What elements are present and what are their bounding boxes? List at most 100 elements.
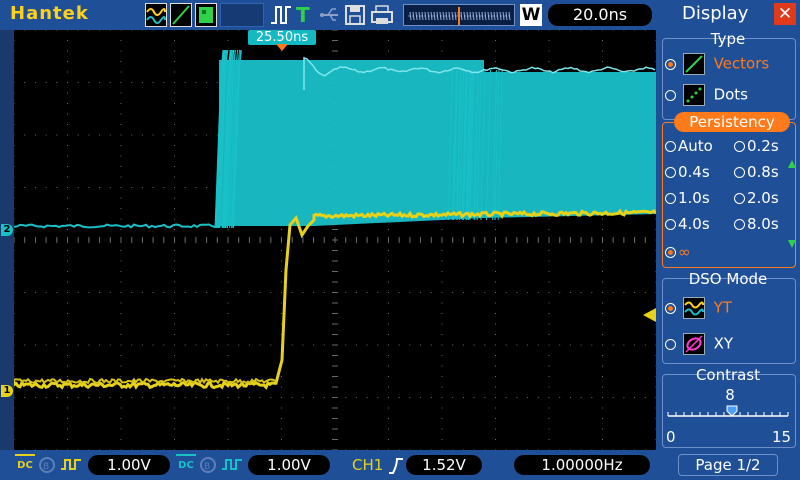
waveform-display[interactable] [14, 30, 656, 450]
ch2-waveform-icon[interactable] [221, 456, 243, 474]
type-option-dots[interactable]: Dots [665, 84, 748, 106]
ch2-edge-trace [231, 49, 241, 229]
ch2-edge-trace [456, 69, 462, 221]
scroll-down-icon[interactable] [788, 240, 796, 248]
contrast-slider-knob [726, 405, 738, 417]
persistency-option-4-0s[interactable]: 4.0s [665, 215, 710, 233]
ch2-volts-readout[interactable]: 1.00V [248, 455, 330, 475]
memory-sample [442, 11, 445, 21]
contrast-title: Contrast [695, 366, 761, 384]
type-option-vectors[interactable]: Vectors [665, 53, 769, 75]
persistency-option-2-0s[interactable]: 2.0s [734, 189, 779, 207]
memory-sample [433, 11, 436, 21]
trigger-edge-icon[interactable] [270, 3, 292, 27]
scroll-up-icon[interactable] [788, 160, 796, 168]
persistency-option-1-0s[interactable]: 1.0s [665, 189, 710, 207]
ch1-trace-shadow [14, 377, 277, 385]
dso-option-yt[interactable]: YT [665, 297, 732, 319]
memory-sample [445, 11, 448, 21]
persistency-option-0-4s[interactable]: 0.4s [665, 163, 710, 181]
ch2-edge-trace [218, 49, 228, 229]
ch2-high-trace [303, 56, 656, 90]
trigger-position-marker[interactable] [276, 44, 288, 52]
frequency-readout: 1.00000Hz [514, 455, 650, 475]
top-toolbar: Hantek T W 20.0ns [0, 0, 656, 30]
trigger-slope-icon[interactable] [388, 455, 404, 475]
persistency-option-infinite[interactable]: ∞ [665, 243, 691, 261]
page-indicator-button[interactable]: Page 1/2 [678, 454, 778, 476]
type-option-label: Vectors [713, 54, 770, 73]
memory-sample [454, 11, 457, 21]
acquire-mode-icon[interactable] [145, 3, 167, 27]
ch2-edge-trace [224, 49, 234, 229]
contrast-value: 8 [725, 386, 735, 404]
memory-sample [460, 11, 463, 21]
vectors-icon [682, 53, 705, 75]
trigger-level-readout[interactable]: 1.52V [406, 455, 482, 475]
contrast-max-label: 15 [772, 428, 792, 446]
xy-mode-icon [682, 333, 705, 355]
ch2-edge-trace [458, 69, 464, 221]
dso-option-xy[interactable]: XY [665, 333, 733, 355]
memory-sample [412, 11, 415, 21]
ch1-waveform-icon[interactable] [60, 456, 82, 474]
type-option-label: Dots [713, 85, 748, 104]
persistency-option-auto[interactable]: Auto [665, 137, 713, 155]
trigger-source-label[interactable]: CH1 [352, 456, 384, 474]
memory-sample [424, 11, 427, 21]
ch2-edge-trace [486, 69, 492, 221]
run-stop-status[interactable] [220, 3, 264, 27]
trigger-status-icon[interactable]: T [296, 3, 310, 27]
display-menu-panel: Display ✕ Type Vectors Dots Persistency … [656, 0, 800, 480]
ch2-edge-trace [229, 49, 239, 229]
memory-sample [472, 11, 475, 21]
persistence-icon[interactable] [195, 3, 217, 27]
persistency-option-0-8s[interactable]: 0.8s [734, 163, 779, 181]
persistency-option-0-2s[interactable]: 0.2s [734, 137, 779, 155]
close-menu-button[interactable]: ✕ [774, 3, 796, 25]
memory-sample [490, 11, 493, 21]
brand-logo: Hantek [10, 3, 89, 24]
ch2-edge-trace [492, 69, 498, 221]
memory-sample [448, 11, 451, 21]
trigger-time-label: 25.50ns [248, 30, 316, 45]
memory-sample [439, 11, 442, 21]
timebase-readout[interactable]: 20.0ns [548, 4, 652, 26]
ch2-edge-trace [465, 69, 471, 221]
type-title: Type [710, 30, 746, 48]
persistency-option-8-0s[interactable]: 8.0s [734, 215, 779, 233]
ch1-volts-readout[interactable]: 1.00V [88, 455, 170, 475]
contrast-slider[interactable] [666, 404, 792, 428]
ch2-edge-trace [466, 69, 472, 221]
memory-sample [421, 11, 424, 21]
memory-sample [508, 11, 511, 21]
ch2-coupling-icon[interactable]: DC [176, 454, 196, 478]
ch1-coupling-icon[interactable]: DC [15, 454, 35, 478]
ch2-edge-trace [480, 69, 486, 221]
ch1-bw-limit-icon[interactable]: B [38, 456, 58, 474]
ch2-edge-trace [494, 69, 500, 221]
ch1-ground-marker[interactable]: 1 [1, 385, 13, 397]
save-icon[interactable] [344, 3, 366, 27]
vectors-icon[interactable] [170, 3, 192, 27]
memory-overview[interactable] [403, 4, 515, 26]
print-icon[interactable] [370, 3, 394, 27]
trigger-level-marker[interactable] [643, 308, 656, 322]
ch2-persistence-envelope [219, 60, 656, 226]
ch2-edge-trace [476, 69, 482, 221]
ch2-edge-trace [222, 49, 232, 229]
ch2-ground-marker[interactable]: 2 [1, 224, 13, 236]
memory-sample [466, 11, 469, 21]
memory-sample [493, 11, 496, 21]
memory-sample [436, 11, 439, 21]
ch2-edge-trace [219, 49, 229, 229]
ch2-edge-trace [452, 69, 458, 221]
type-group [662, 38, 796, 120]
ch2-edge-trace [468, 69, 474, 221]
ch2-bw-limit-icon[interactable]: B [199, 456, 219, 474]
memory-sample [418, 11, 421, 21]
window-indicator[interactable]: W [520, 4, 542, 26]
contrast-group [662, 374, 796, 448]
ch2-edge-trace [451, 69, 457, 221]
dso-mode-group [662, 278, 796, 364]
